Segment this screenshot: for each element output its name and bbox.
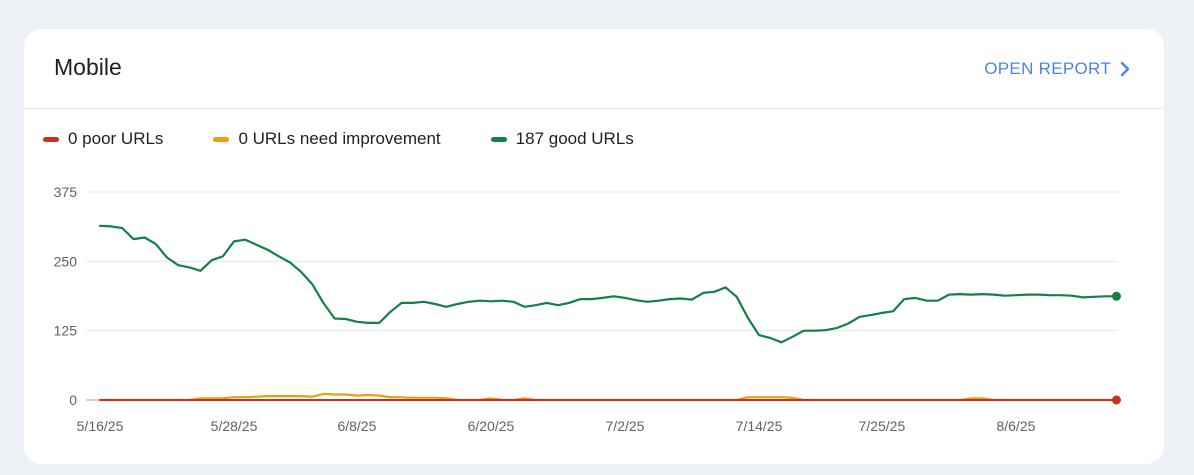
legend-item-needs-improvement[interactable]: 0 URLs need improvement — [213, 129, 441, 149]
legend-label-good: 187 good URLs — [515, 129, 634, 148]
mobile-card: Mobile OPEN REPORT 0 poor URLs 0 URLs ne… — [24, 29, 1164, 464]
legend-swatch-good — [490, 136, 507, 142]
y-tick-label: 375 — [54, 184, 78, 200]
card-header: Mobile OPEN REPORT — [24, 29, 1164, 109]
x-tick-label: 6/20/25 — [468, 418, 515, 434]
legend-item-poor[interactable]: 0 poor URLs — [43, 129, 163, 149]
series-line-good — [98, 224, 1118, 344]
chart-legend: 0 poor URLs 0 URLs need improvement 187 … — [43, 129, 684, 149]
x-tick-label: 6/8/25 — [337, 418, 376, 434]
open-report-label: OPEN REPORT — [984, 59, 1111, 78]
x-tick-label: 5/28/25 — [211, 418, 258, 434]
legend-label-poor: 0 poor URLs — [68, 129, 164, 148]
y-tick-label: 250 — [54, 253, 78, 269]
series-endpoint-good — [1111, 291, 1121, 301]
x-tick-label: 5/16/25 — [77, 418, 124, 434]
chevron-right-icon — [1119, 61, 1131, 77]
legend-swatch-needs-improvement — [213, 136, 230, 142]
x-tick-label: 8/6/25 — [996, 418, 1035, 434]
series-endpoint-poor — [1111, 395, 1121, 405]
legend-item-good[interactable]: 187 good URLs — [490, 129, 634, 149]
x-tick-label: 7/25/25 — [859, 418, 906, 434]
y-tick-label: 125 — [54, 323, 78, 339]
legend-label-needs-improvement: 0 URLs need improvement — [238, 129, 441, 148]
x-tick-label: 7/14/25 — [736, 418, 783, 434]
legend-swatch-poor — [43, 136, 59, 142]
y-tick-label: 0 — [69, 392, 77, 408]
card-title: Mobile — [54, 54, 122, 80]
x-tick-label: 7/2/25 — [606, 418, 645, 434]
open-report-button[interactable]: OPEN REPORT — [984, 59, 1131, 79]
